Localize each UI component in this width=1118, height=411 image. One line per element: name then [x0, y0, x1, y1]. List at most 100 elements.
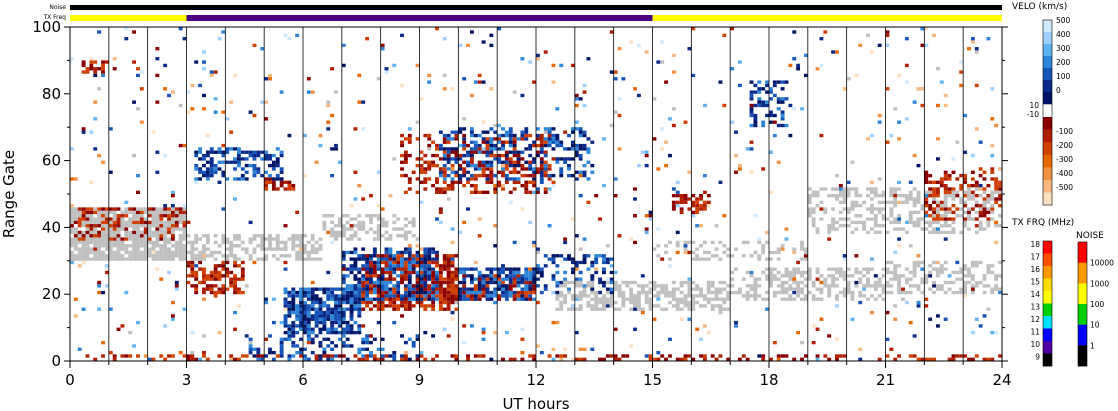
- txfreq-swatch: [1043, 253, 1052, 267]
- range-cell: [516, 153, 521, 158]
- range-cell: [574, 93, 579, 98]
- txfreq-swatch: [1043, 316, 1052, 329]
- range-cell: [310, 337, 315, 341]
- range-cell: [536, 133, 540, 138]
- range-cell: [532, 167, 536, 171]
- range-cell: [664, 244, 669, 248]
- range-cell: [559, 157, 564, 161]
- range-cell: [477, 280, 482, 291]
- velocity-tick-label: -300: [1056, 155, 1073, 164]
- range-cell: [559, 354, 564, 358]
- range-cell: [485, 150, 490, 154]
- range-cell: [306, 324, 311, 328]
- range-cell: [454, 130, 459, 134]
- range-cell: [866, 207, 870, 211]
- range-cell: [415, 270, 420, 275]
- range-cell: [757, 237, 762, 241]
- range-cell: [901, 297, 905, 301]
- range-cell: [446, 300, 451, 311]
- range-cell: [695, 294, 700, 298]
- range-cell: [924, 170, 929, 184]
- range-cell: [334, 230, 338, 241]
- range-cell: [314, 294, 319, 301]
- range-cell: [136, 210, 140, 215]
- range-cell: [303, 257, 307, 261]
- range-cell: [353, 330, 358, 335]
- range-cell: [369, 300, 373, 305]
- range-cell: [928, 173, 933, 178]
- range-cell: [481, 173, 486, 178]
- x-tick-label: 6: [298, 371, 308, 389]
- range-cell: [81, 230, 86, 235]
- range-cell: [497, 157, 502, 164]
- range-cell: [493, 143, 498, 148]
- range-cell: [419, 264, 424, 268]
- range-cell: [112, 207, 117, 211]
- range-cell: [147, 220, 152, 225]
- range-cell: [268, 153, 272, 161]
- range-cell: [275, 177, 280, 181]
- range-cell: [376, 280, 381, 285]
- range-cell: [345, 290, 350, 295]
- range-cell: [932, 357, 936, 361]
- range-cell: [520, 357, 525, 361]
- range-cell: [660, 40, 665, 44]
- range-cell: [411, 340, 416, 348]
- range-cell: [555, 354, 560, 358]
- range-cell: [291, 324, 296, 328]
- range-cell: [353, 197, 358, 201]
- range-cell: [516, 160, 521, 164]
- range-cell: [442, 254, 447, 261]
- range-cell: [551, 80, 556, 84]
- range-cell: [403, 247, 408, 251]
- range-cell: [582, 90, 587, 94]
- range-cell: [279, 337, 284, 341]
- range-cell: [811, 207, 816, 215]
- range-cell: [835, 227, 839, 231]
- range-cell: [885, 260, 890, 265]
- range-cell: [516, 180, 521, 184]
- y-tick-label: 60: [42, 152, 61, 170]
- range-cell: [194, 150, 199, 154]
- range-cell: [151, 254, 156, 261]
- range-cell: [326, 127, 331, 131]
- range-cell: [497, 267, 502, 271]
- range-cell: [388, 194, 393, 198]
- range-cell: [411, 267, 416, 271]
- range-cell: [609, 354, 614, 358]
- txfreq-tick-label: 13: [1030, 303, 1040, 312]
- range-cell: [489, 297, 494, 301]
- range-cell: [139, 234, 144, 238]
- range-cell: [737, 287, 742, 295]
- range-cell: [671, 280, 676, 285]
- range-cell: [574, 330, 579, 335]
- range-cell: [504, 277, 509, 281]
- range-cell: [897, 200, 902, 205]
- range-cell: [916, 300, 921, 305]
- range-cell: [240, 173, 245, 178]
- range-cell: [745, 147, 750, 151]
- range-cell: [974, 83, 979, 88]
- range-cell: [928, 204, 933, 211]
- range-cell: [334, 330, 338, 335]
- range-cell: [691, 240, 696, 245]
- range-cell: [974, 194, 979, 198]
- range-cell: [380, 300, 385, 305]
- range-cell: [194, 290, 199, 295]
- range-cell: [112, 230, 117, 238]
- range-cell: [520, 337, 525, 341]
- range-cell: [442, 87, 447, 91]
- range-cell: [108, 224, 113, 228]
- range-cell: [539, 157, 544, 161]
- range-cell: [543, 137, 548, 141]
- range-cell: [869, 197, 874, 201]
- range-cell: [489, 163, 494, 168]
- range-cell: [722, 297, 727, 305]
- range-cell: [435, 264, 439, 268]
- range-cell: [656, 167, 661, 171]
- range-cell: [163, 63, 168, 68]
- range-cell: [769, 250, 773, 255]
- range-cell: [372, 254, 377, 258]
- range-cell: [306, 327, 311, 331]
- range-cell: [524, 280, 529, 285]
